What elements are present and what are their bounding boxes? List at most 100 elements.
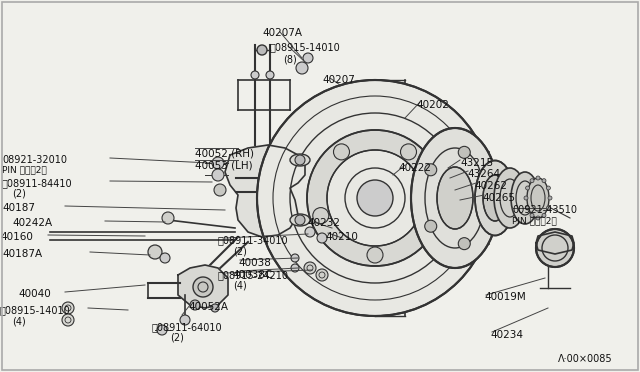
- Text: (2): (2): [12, 189, 26, 199]
- Circle shape: [212, 157, 224, 169]
- Circle shape: [193, 277, 213, 297]
- Circle shape: [357, 180, 393, 216]
- Circle shape: [479, 192, 491, 204]
- Circle shape: [303, 53, 313, 63]
- Circle shape: [425, 220, 436, 232]
- Text: Ⓝ08911-84410: Ⓝ08911-84410: [2, 178, 72, 188]
- Circle shape: [62, 314, 74, 326]
- Circle shape: [157, 325, 167, 335]
- Text: 40019M: 40019M: [484, 292, 525, 302]
- Circle shape: [525, 206, 530, 210]
- Ellipse shape: [411, 128, 499, 268]
- Ellipse shape: [290, 154, 310, 166]
- Circle shape: [180, 315, 190, 325]
- Text: Ⓤ08915-14010: Ⓤ08915-14010: [0, 305, 71, 315]
- Circle shape: [214, 184, 226, 196]
- Circle shape: [525, 186, 530, 190]
- Text: 40160: 40160: [0, 232, 33, 242]
- Circle shape: [190, 300, 200, 310]
- Text: (2): (2): [170, 333, 184, 343]
- Circle shape: [547, 186, 550, 190]
- Text: 40262: 40262: [474, 181, 507, 191]
- Polygon shape: [178, 265, 228, 308]
- Ellipse shape: [536, 229, 574, 267]
- Text: 40222: 40222: [398, 163, 431, 173]
- Text: 40038: 40038: [238, 258, 271, 268]
- Ellipse shape: [511, 172, 539, 224]
- Circle shape: [148, 245, 162, 259]
- Text: (4): (4): [12, 317, 26, 327]
- Text: PIN ピン（2）: PIN ピン（2）: [512, 216, 557, 225]
- Text: 00921-43510: 00921-43510: [512, 205, 577, 215]
- Circle shape: [162, 212, 174, 224]
- Circle shape: [304, 262, 316, 274]
- Polygon shape: [225, 145, 305, 237]
- Circle shape: [530, 213, 534, 217]
- Ellipse shape: [483, 175, 507, 221]
- Text: (2): (2): [233, 246, 247, 256]
- Text: Ⓤ08915-14010: Ⓤ08915-14010: [270, 42, 340, 52]
- Circle shape: [542, 213, 546, 217]
- Text: 40242A: 40242A: [12, 218, 52, 228]
- Text: 43264: 43264: [467, 169, 500, 179]
- Text: 40210: 40210: [325, 232, 358, 242]
- Text: 40207A: 40207A: [262, 28, 302, 38]
- Text: (4): (4): [233, 281, 247, 291]
- Circle shape: [333, 144, 349, 160]
- Text: 40202: 40202: [416, 100, 449, 110]
- Circle shape: [251, 71, 259, 79]
- Circle shape: [458, 238, 470, 250]
- Circle shape: [296, 62, 308, 74]
- Circle shape: [421, 208, 437, 224]
- Text: 43215: 43215: [460, 158, 493, 168]
- Text: Ⓝ08911-64010: Ⓝ08911-64010: [152, 322, 223, 332]
- Circle shape: [313, 208, 329, 224]
- Circle shape: [305, 227, 315, 237]
- Text: 40040: 40040: [18, 289, 51, 299]
- Ellipse shape: [290, 214, 310, 226]
- Text: Λ·00×0085: Λ·00×0085: [558, 354, 612, 364]
- Text: 40038C: 40038C: [232, 270, 272, 280]
- Circle shape: [530, 179, 534, 183]
- Circle shape: [548, 196, 552, 200]
- Circle shape: [327, 150, 423, 246]
- Circle shape: [266, 71, 274, 79]
- Text: 40234: 40234: [490, 330, 523, 340]
- Text: 40265: 40265: [482, 193, 515, 203]
- Text: 40187: 40187: [2, 203, 35, 213]
- Circle shape: [257, 80, 493, 316]
- Text: 40052A: 40052A: [188, 302, 228, 312]
- Circle shape: [62, 302, 74, 314]
- Text: PIN ピン（2）: PIN ピン（2）: [2, 165, 47, 174]
- Circle shape: [212, 169, 224, 181]
- Circle shape: [317, 233, 327, 243]
- Text: (8): (8): [283, 54, 297, 64]
- Circle shape: [536, 176, 540, 180]
- Circle shape: [160, 253, 170, 263]
- Circle shape: [307, 130, 443, 266]
- Circle shape: [316, 269, 328, 281]
- Text: Ⓤ08915-24210: Ⓤ08915-24210: [218, 270, 289, 280]
- Circle shape: [458, 146, 470, 158]
- Text: 40207: 40207: [322, 75, 355, 85]
- Circle shape: [524, 196, 528, 200]
- Circle shape: [295, 155, 305, 165]
- Circle shape: [295, 215, 305, 225]
- Text: 40053 (LH): 40053 (LH): [195, 160, 253, 170]
- Circle shape: [536, 216, 540, 220]
- Circle shape: [291, 264, 299, 272]
- Text: 40187A: 40187A: [2, 249, 42, 259]
- Ellipse shape: [494, 168, 526, 228]
- Circle shape: [211, 304, 219, 312]
- Circle shape: [367, 247, 383, 263]
- Circle shape: [401, 144, 417, 160]
- Circle shape: [291, 254, 299, 262]
- Text: 08921-32010: 08921-32010: [2, 155, 67, 165]
- Circle shape: [547, 206, 550, 210]
- Circle shape: [425, 164, 436, 176]
- Text: 40232: 40232: [307, 218, 340, 228]
- Text: 40052 (RH): 40052 (RH): [195, 148, 254, 158]
- Ellipse shape: [527, 178, 549, 218]
- Circle shape: [257, 45, 267, 55]
- Circle shape: [542, 179, 546, 183]
